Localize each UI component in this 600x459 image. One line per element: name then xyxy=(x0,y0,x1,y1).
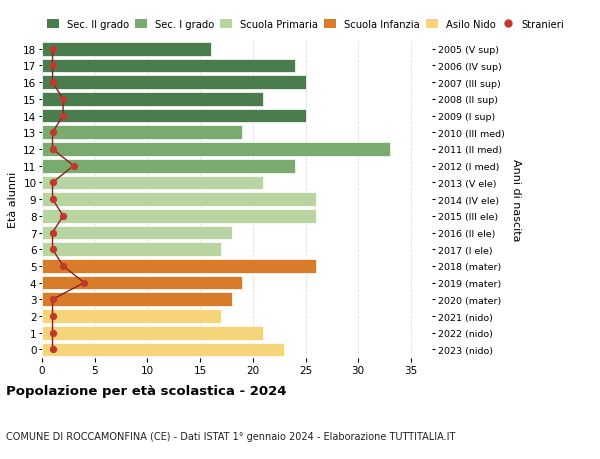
Point xyxy=(48,246,58,253)
Point xyxy=(58,96,68,103)
Bar xyxy=(42,43,211,56)
Text: COMUNE DI ROCCAMONFINA (CE) - Dati ISTAT 1° gennaio 2024 - Elaborazione TUTTITAL: COMUNE DI ROCCAMONFINA (CE) - Dati ISTAT… xyxy=(6,431,455,441)
Point xyxy=(48,62,58,70)
Point xyxy=(48,79,58,87)
Point xyxy=(48,179,58,187)
Bar xyxy=(42,226,232,240)
Y-axis label: Anni di nascita: Anni di nascita xyxy=(511,158,521,241)
Bar xyxy=(42,309,221,323)
Point xyxy=(58,112,68,120)
Point xyxy=(48,230,58,237)
Point xyxy=(58,263,68,270)
Point xyxy=(69,162,79,170)
Bar xyxy=(42,126,242,140)
Bar xyxy=(42,176,263,190)
Point xyxy=(48,313,58,320)
Bar xyxy=(42,159,295,173)
Point xyxy=(48,330,58,337)
Bar xyxy=(42,259,316,273)
Bar xyxy=(42,243,221,257)
Bar xyxy=(42,293,232,307)
Y-axis label: Età alunni: Età alunni xyxy=(8,172,17,228)
Point xyxy=(48,296,58,303)
Bar xyxy=(42,110,305,123)
Bar xyxy=(42,143,390,157)
Bar xyxy=(42,76,305,90)
Bar xyxy=(42,93,263,106)
Point xyxy=(48,346,58,353)
Bar xyxy=(42,343,284,357)
Bar xyxy=(42,209,316,223)
Point xyxy=(48,46,58,53)
Point xyxy=(48,129,58,137)
Point xyxy=(79,280,89,287)
Bar xyxy=(42,326,263,340)
Point xyxy=(58,213,68,220)
Point xyxy=(48,146,58,153)
Bar xyxy=(42,60,295,73)
Bar xyxy=(42,193,316,207)
Bar xyxy=(42,276,242,290)
Point xyxy=(48,196,58,203)
Text: Popolazione per età scolastica - 2024: Popolazione per età scolastica - 2024 xyxy=(6,384,287,397)
Legend: Sec. II grado, Sec. I grado, Scuola Primaria, Scuola Infanzia, Asilo Nido, Stran: Sec. II grado, Sec. I grado, Scuola Prim… xyxy=(47,20,565,30)
